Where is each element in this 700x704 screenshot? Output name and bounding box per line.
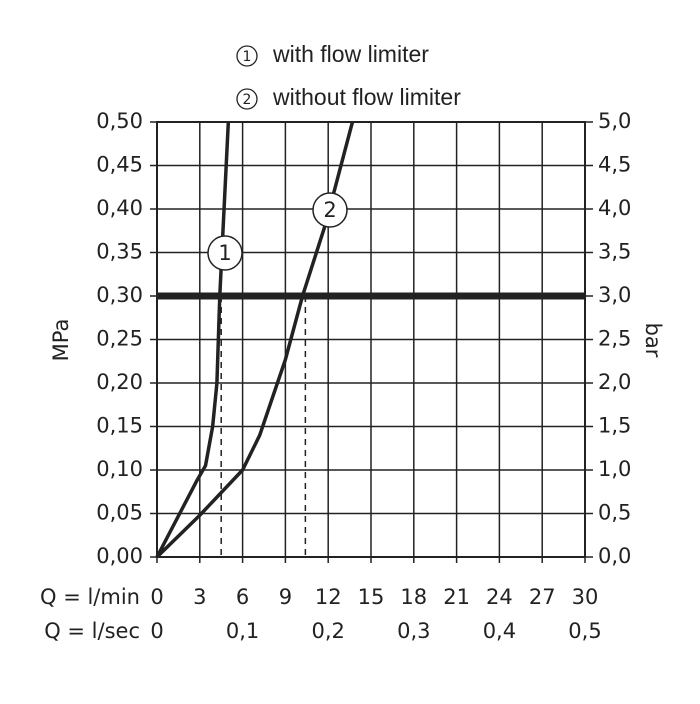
series-line — [155, 121, 231, 558]
x-tick-label: 18 — [400, 585, 427, 609]
x-tick-label: 6 — [236, 585, 249, 609]
x2-axis-label: Q = l/sec — [44, 619, 140, 643]
x2-tick-label: 0,5 — [568, 619, 601, 643]
x2-tick-label: 0 — [150, 619, 163, 643]
y2-tick-label: 0,5 — [598, 501, 631, 525]
legend-marker-label: 1 — [243, 49, 252, 65]
y-tick-label: 0,10 — [96, 457, 143, 481]
legend-marker-label: 2 — [243, 92, 252, 108]
x-tick-label: 21 — [443, 585, 470, 609]
x2-tick-label: 0,4 — [483, 619, 516, 643]
series-marker-label: 1 — [218, 241, 231, 265]
legend-label: without flow limiter — [272, 84, 461, 110]
y-tick-label: 0,05 — [96, 501, 143, 525]
x-tick-label: 0 — [150, 585, 163, 609]
x2-tick-label: 0,2 — [311, 619, 344, 643]
series-marker-label: 2 — [323, 198, 336, 222]
legend-marker — [236, 45, 258, 67]
y2-tick-label: 2,0 — [598, 370, 631, 394]
legend-marker — [236, 88, 258, 110]
series-line — [155, 121, 355, 559]
x-axis-label: Q = l/min — [40, 585, 140, 609]
y-tick-label: 0,50 — [96, 109, 143, 133]
y2-tick-label: 5,0 — [598, 109, 631, 133]
y2-tick-label: 4,5 — [598, 153, 631, 177]
y-tick-label: 0,45 — [96, 153, 143, 177]
y-tick-label: 0,40 — [96, 196, 143, 220]
y2-tick-label: 3,5 — [598, 240, 631, 264]
x-tick-label: 27 — [529, 585, 556, 609]
y-tick-label: 0,30 — [96, 283, 143, 307]
y-tick-label: 0,25 — [96, 327, 143, 351]
y-tick-label: 0,15 — [96, 414, 143, 438]
x-tick-label: 12 — [315, 585, 342, 609]
x2-tick-label: 0,1 — [226, 619, 259, 643]
y-tick-label: 0,35 — [96, 240, 143, 264]
x2-tick-label: 0,3 — [397, 619, 430, 643]
y-axis-label: MPa — [49, 319, 73, 362]
y2-tick-label: 1,5 — [598, 414, 631, 438]
legend-label: with flow limiter — [272, 41, 429, 67]
y2-tick-label: 4,0 — [598, 196, 631, 220]
x-tick-label: 15 — [358, 585, 385, 609]
y2-tick-label: 0,0 — [598, 544, 631, 568]
y2-tick-label: 1,0 — [598, 457, 631, 481]
y2-tick-label: 2,5 — [598, 327, 631, 351]
y-tick-label: 0,20 — [96, 370, 143, 394]
x-tick-label: 9 — [279, 585, 292, 609]
x-tick-label: 24 — [486, 585, 513, 609]
x-tick-label: 30 — [572, 585, 599, 609]
x-tick-label: 3 — [193, 585, 206, 609]
y2-axis-label: bar — [641, 323, 665, 358]
y2-tick-label: 3,0 — [598, 283, 631, 307]
series-marker — [312, 192, 348, 228]
y-tick-label: 0,00 — [96, 544, 143, 568]
series-marker — [207, 235, 243, 271]
plot-frame — [156, 121, 586, 558]
